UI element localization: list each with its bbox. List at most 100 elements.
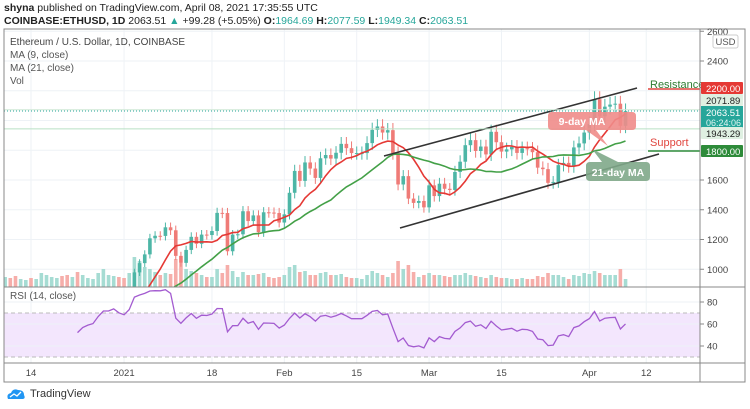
rsi-pane	[77, 289, 626, 349]
volume-bar	[39, 273, 44, 287]
volume-bar	[453, 275, 457, 287]
candle-body	[458, 161, 462, 172]
candle-body	[184, 249, 188, 263]
candle-body	[230, 234, 235, 252]
support-price-label: 1800.00	[706, 147, 740, 158]
volume-bar	[210, 277, 214, 287]
volume-bar	[437, 275, 442, 287]
candle-body	[385, 130, 390, 133]
candle-body	[411, 198, 416, 203]
candle-body	[468, 140, 473, 146]
publish-info: shyna published on TradingView.com, Apri…	[4, 2, 318, 14]
candle-body	[551, 181, 555, 183]
candle-body	[597, 99, 602, 117]
volume-bar	[184, 269, 188, 287]
candle-body	[344, 143, 349, 149]
x-tick-label: Apr	[582, 368, 597, 379]
candle-body	[204, 234, 209, 236]
candle-body	[132, 272, 137, 287]
volume-bar	[106, 275, 111, 287]
volume-bar	[432, 275, 437, 287]
candle-body	[220, 212, 225, 214]
volume-bar	[298, 272, 302, 287]
candle-body	[261, 212, 266, 233]
volume-bar	[168, 274, 173, 287]
candle-body	[137, 263, 142, 273]
volume-bar	[541, 277, 545, 287]
candle-body	[437, 183, 442, 197]
chart-legend: Ethereum / U.S. Dollar, 1D, COINBASE MA …	[10, 36, 185, 88]
rsi-band	[4, 313, 700, 357]
volume-bar	[566, 279, 571, 287]
volume-bar	[261, 273, 266, 287]
volume-bar	[220, 273, 225, 287]
price-chart[interactable]: 14 2021 18 Feb 15 Mar 15 Apr 12 Resistance Support…	[0, 0, 750, 390]
volume-bar	[292, 265, 297, 287]
volume-bar	[308, 275, 312, 287]
volume-bar	[204, 277, 209, 287]
volume-bar	[427, 273, 431, 287]
volume-bar	[561, 277, 566, 287]
candle-body	[484, 146, 488, 155]
candle-body	[535, 152, 540, 168]
high-label: H:	[316, 15, 328, 27]
undefined-bg	[701, 127, 743, 139]
volume-bar	[406, 265, 411, 287]
volume-bar	[551, 275, 555, 287]
volume-bar	[556, 275, 561, 287]
volume-bar	[96, 273, 101, 287]
candle-body	[546, 169, 550, 183]
candle-body	[282, 214, 287, 223]
volume-bar	[189, 271, 194, 287]
volume-bar	[577, 276, 581, 287]
candle-body	[592, 99, 597, 124]
rsi-tick-label: 60	[707, 320, 718, 331]
ma21-callout	[586, 149, 650, 181]
volume-bar	[122, 278, 126, 287]
tradingview-logo[interactable]: TradingView	[6, 388, 91, 400]
volume-bar	[447, 277, 452, 287]
candle-body	[432, 185, 437, 197]
currency-label: USD	[715, 37, 735, 48]
volume-bar	[127, 273, 132, 287]
volume-bar	[86, 278, 90, 287]
candle-body	[168, 227, 173, 231]
candle-body	[489, 131, 493, 155]
volume-bar	[592, 271, 597, 287]
candle-body	[530, 148, 535, 153]
volume-bar	[80, 275, 85, 287]
candle-body	[246, 211, 250, 222]
candle-body	[422, 200, 426, 208]
volume-bar	[75, 272, 80, 287]
volume-bar	[329, 275, 333, 287]
volume-bar	[494, 277, 499, 287]
candle-body	[396, 153, 400, 185]
candle-body	[442, 183, 447, 189]
candle-body	[520, 148, 524, 153]
high-price-label: 2071.89	[706, 96, 740, 107]
volume-bar	[24, 280, 28, 287]
chart-frame	[3, 28, 746, 383]
candle-body	[406, 176, 411, 199]
rsi-tick-label: 80	[707, 298, 718, 309]
publish-text: published on TradingView.com, April 08, …	[37, 2, 318, 14]
candle-body	[494, 131, 499, 143]
candle-body	[453, 171, 457, 190]
brand-name: TradingView	[30, 388, 91, 400]
candle-body	[236, 234, 240, 236]
volume-bar	[65, 275, 69, 287]
ma21-line	[172, 140, 626, 287]
volume-bar	[535, 276, 540, 287]
candle-body	[566, 162, 571, 167]
volume-bar	[618, 269, 623, 287]
volume-bar	[520, 278, 524, 287]
candle-body	[318, 158, 323, 178]
candle-body	[370, 129, 375, 144]
candle-body	[153, 235, 157, 239]
volume-bar	[546, 273, 550, 287]
candle-body	[287, 192, 292, 215]
main-pane	[4, 91, 628, 287]
legend-ma21: MA (21, close)	[10, 63, 74, 74]
volume-bar	[29, 278, 33, 287]
candle-body	[241, 211, 245, 235]
